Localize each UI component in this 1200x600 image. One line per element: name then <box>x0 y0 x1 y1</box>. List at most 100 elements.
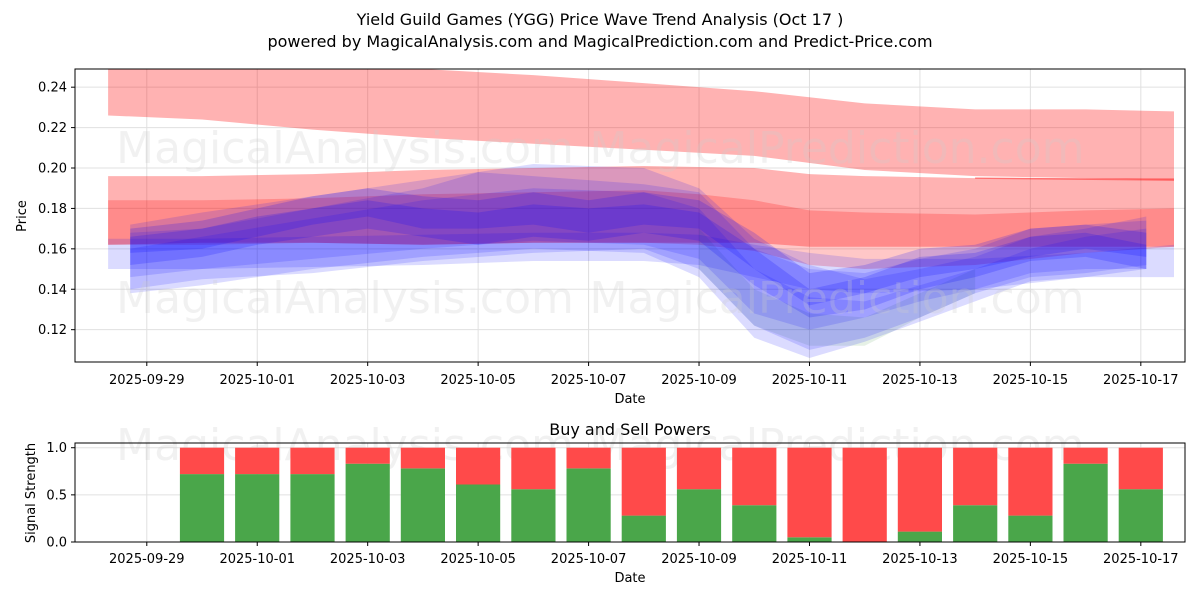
buy-bar <box>456 484 501 542</box>
sell-bar <box>1008 447 1053 516</box>
buy-bar <box>179 474 225 542</box>
bar-x-tick-label: 2025-10-05 <box>440 552 516 567</box>
price-x-tick-label: 2025-10-17 <box>1103 373 1179 388</box>
buy-bar <box>290 474 335 542</box>
sell-bar <box>345 447 390 464</box>
price-x-tick-label: 2025-10-13 <box>882 373 958 388</box>
buy-bar <box>345 463 390 542</box>
price-x-tick-label: 2025-10-09 <box>661 373 737 388</box>
sell-bar <box>566 447 611 469</box>
sell-bar <box>456 447 501 485</box>
price-y-axis-label: Price <box>15 200 30 232</box>
sell-bar <box>787 447 832 538</box>
green-band-0 <box>699 228 976 346</box>
buy-bar <box>953 505 998 542</box>
sell-bar <box>676 447 722 490</box>
price-y-tick-label: 0.20 <box>38 162 67 177</box>
red-band-0 <box>108 69 1175 181</box>
price-y-ticks: 0.12 0.14 0.16 0.18 0.20 0.22 0.24 <box>38 81 75 338</box>
price-x-tick-label: 2025-09-29 <box>109 373 185 388</box>
bar-y-axis-label: Signal Strength <box>24 443 39 543</box>
chart-subtitle: powered by MagicalAnalysis.com and Magic… <box>267 32 932 51</box>
buy-bar <box>732 505 777 542</box>
buy-bar <box>566 468 611 542</box>
sell-bar <box>235 447 280 475</box>
red-band-1 <box>108 166 1175 247</box>
blue-band-0 <box>108 232 1175 294</box>
blue-band-5 <box>130 200 1147 318</box>
buy-sell-title: Buy and Sell Powers <box>549 420 711 439</box>
buy-bar <box>1118 489 1163 542</box>
bar-x-tick-label: 2025-10-13 <box>882 552 958 567</box>
price-gridlines <box>75 69 1185 362</box>
price-x-ticks: 2025-09-29 2025-10-01 2025-10-03 2025-10-05… <box>109 362 1179 388</box>
watermark-analysis-mid: MagicalAnalysis.com <box>116 273 574 324</box>
price-y-tick-label: 0.24 <box>38 81 67 96</box>
bar-x-tick-label: 2025-10-15 <box>993 552 1069 567</box>
price-x-tick-label: 2025-10-01 <box>219 373 295 388</box>
chart-title: Yield Guild Games (YGG) Price Wave Trend… <box>356 10 844 29</box>
bar-x-tick-label: 2025-09-29 <box>109 552 185 567</box>
price-y-tick-label: 0.16 <box>38 242 67 257</box>
bar-y-tick-label: 1.0 <box>46 441 67 456</box>
sell-bar <box>842 447 887 542</box>
blue-band-4 <box>130 188 1147 306</box>
buy-bar <box>676 489 722 542</box>
price-plot-border <box>74 68 1186 363</box>
sell-bar <box>1063 447 1108 464</box>
price-y-tick-label: 0.22 <box>38 121 67 136</box>
sell-bar <box>400 447 445 469</box>
watermark-prediction-mid: MagicalPrediction.com <box>590 273 1085 324</box>
bar-x-tick-label: 2025-10-01 <box>219 552 295 567</box>
bar-x-tick-label: 2025-10-17 <box>1103 552 1179 567</box>
price-x-tick-label: 2025-10-07 <box>551 373 627 388</box>
buy-bar <box>235 474 280 542</box>
price-watermarks: MagicalAnalysis.com MagicalPrediction.co… <box>116 123 1084 324</box>
buy-bar <box>1008 515 1053 542</box>
price-x-tick-label: 2025-10-11 <box>772 373 848 388</box>
blue-band-2 <box>130 164 1147 350</box>
watermark-analysis-top: MagicalAnalysis.com <box>116 123 574 174</box>
price-x-tick-label: 2025-10-03 <box>330 373 406 388</box>
sell-bar <box>1118 447 1163 490</box>
bar-y-tick-label: 0.5 <box>46 488 67 503</box>
red-band-2 <box>108 190 1175 269</box>
price-y-tick-label: 0.18 <box>38 202 67 217</box>
bar-x-tick-label: 2025-10-03 <box>330 552 406 567</box>
blue-band-3 <box>130 188 1147 358</box>
buy-bar <box>897 531 942 542</box>
sell-bar <box>953 447 998 506</box>
sell-bar <box>179 447 225 475</box>
buy-bar <box>1063 463 1108 542</box>
bar-x-tick-label: 2025-10-07 <box>551 552 627 567</box>
sell-bar <box>732 447 777 506</box>
watermark-prediction-bottom: MagicalPrediction.com <box>590 420 1085 471</box>
price-y-tick-label: 0.12 <box>38 323 67 338</box>
watermark-prediction-top: MagicalPrediction.com <box>590 123 1085 174</box>
buy-bar <box>400 468 445 542</box>
price-y-tick-label: 0.14 <box>38 283 67 298</box>
buy-bar <box>787 537 832 542</box>
sell-bar <box>897 447 942 532</box>
buy-bar <box>621 515 666 542</box>
price-x-tick-label: 2025-10-05 <box>440 373 516 388</box>
price-x-axis-label: Date <box>614 392 645 407</box>
buy-bar <box>511 489 556 542</box>
sell-bar <box>511 447 556 490</box>
price-x-tick-label: 2025-10-15 <box>993 373 1069 388</box>
bar-x-tick-label: 2025-10-09 <box>661 552 737 567</box>
price-bands <box>108 69 1175 358</box>
sell-bar <box>621 447 666 516</box>
bar-x-tick-label: 2025-10-11 <box>772 552 848 567</box>
bar-y-tick-label: 0.0 <box>46 536 67 551</box>
buy-sell-plot: Buy and Sell Powers MagicalAnalysis.com … <box>24 420 1186 586</box>
buy-sell-bars <box>179 447 1163 542</box>
blue-band-1 <box>130 172 1147 330</box>
bar-x-axis-label: Date <box>614 571 645 586</box>
bar-x-ticks: 2025-09-29 2025-10-01 2025-10-03 2025-10-05… <box>109 542 1179 567</box>
bar-plot-border <box>74 442 1186 543</box>
sell-bar <box>290 447 335 475</box>
price-plot-area <box>75 69 1185 362</box>
price-wave-plot: MagicalAnalysis.com MagicalPrediction.co… <box>15 68 1186 407</box>
